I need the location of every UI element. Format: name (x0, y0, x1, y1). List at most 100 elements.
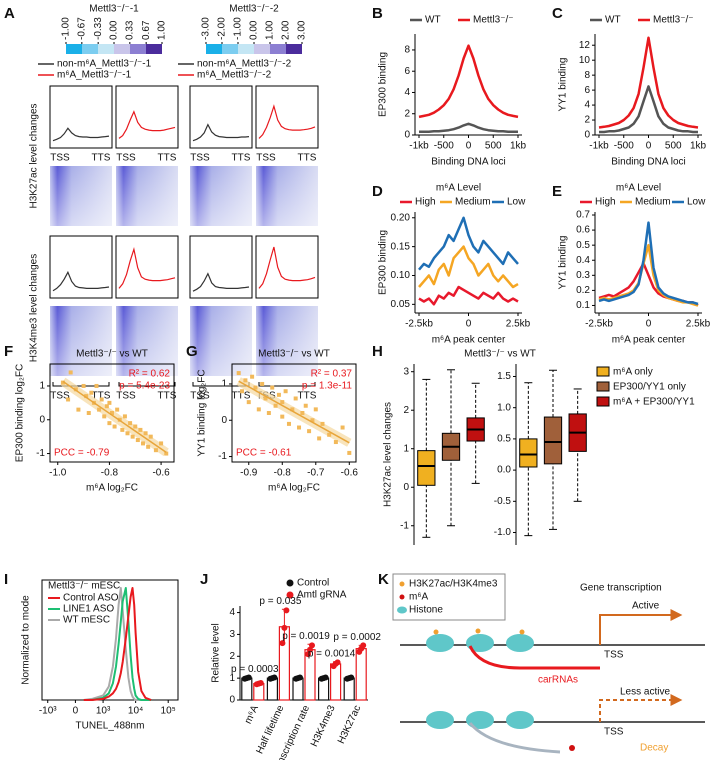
line-series (418, 216, 519, 271)
colorbar-cell (270, 44, 286, 54)
colorbar-title: Mettl3⁻/⁻-2 (229, 4, 279, 15)
x-label: TTS (158, 391, 177, 402)
fit-line (62, 380, 167, 454)
profile-frame (49, 85, 113, 149)
profile-line (258, 104, 316, 139)
y-tick-label: 1 (39, 381, 45, 392)
point (303, 403, 308, 408)
point (110, 411, 114, 415)
decaying-rna (468, 722, 561, 754)
colorbar-tick-label: 0.67 (141, 20, 152, 40)
point (273, 403, 278, 408)
y-tick-label: 0.0 (497, 465, 511, 476)
profile-frame (49, 235, 113, 299)
y-axis-label: Normalized to mode (21, 595, 32, 685)
colorbar-tick-label: 1.00 (157, 20, 168, 40)
colorbar-tick-label: -2.00 (217, 17, 228, 40)
bar (318, 677, 330, 701)
x-label: TSS (190, 391, 210, 402)
point (84, 394, 89, 399)
y-tick-label: 0.6 (576, 225, 590, 236)
annotation: p = 5.4e-23 (119, 381, 170, 392)
legend-swatch (286, 579, 294, 587)
heatmap-shade (50, 306, 112, 376)
point (73, 387, 78, 392)
point (307, 429, 312, 434)
panel-label: I (4, 571, 8, 588)
y-tick-label: 3 (403, 366, 409, 377)
p-value: p = 0.035 (259, 596, 301, 607)
heatmap-shade (256, 306, 318, 376)
panel-label: J (200, 571, 208, 588)
legend-label: High (415, 197, 436, 208)
colorbar-cell (222, 44, 238, 54)
point (243, 378, 248, 383)
histone (466, 634, 494, 652)
panel-label: K (378, 571, 389, 588)
x-tick-label: -0.9 (240, 468, 258, 479)
panel-label: G (186, 343, 198, 360)
point (256, 407, 261, 412)
p-value: p = 0.0014 (308, 648, 356, 659)
y-tick-label: 0 (404, 130, 410, 141)
legend-label: m⁶A only (613, 367, 653, 378)
x-label: TTS (232, 153, 251, 164)
legend-label: Control ASO (63, 593, 119, 604)
point (125, 431, 130, 436)
x-tick-label: 500 (665, 141, 682, 152)
colorbar-tick-label: 2.00 (281, 20, 292, 40)
x-axis-label: m⁶A log₂FC (86, 483, 138, 494)
line-series (598, 221, 699, 306)
histone (466, 711, 494, 729)
profile-line (258, 246, 316, 289)
x-tick-label: -0.7 (307, 468, 325, 479)
point (146, 444, 151, 449)
line-series (83, 587, 152, 701)
y-tick-label: 1.0 (497, 402, 511, 413)
bar (266, 677, 278, 701)
y-axis-label: H3K27ac level changes (383, 402, 394, 507)
pin-icon (399, 594, 405, 600)
x-tick-label: -0.8 (101, 468, 119, 479)
active-label: Active (632, 601, 660, 612)
colorbar-tick-label: 3.00 (297, 20, 308, 40)
x-tick-label: 0 (646, 319, 652, 330)
replicate-point (271, 674, 278, 681)
panel-label: A (4, 5, 15, 22)
y-tick-label: 0.5 (497, 434, 511, 445)
colorbar-tick-label: -1.00 (233, 17, 244, 40)
chart-title: m⁶A Level (436, 183, 481, 194)
legend-swatch (286, 591, 294, 599)
chart-title: Mettl3⁻/⁻ vs WT (464, 349, 536, 360)
x-axis-label: Binding DNA loci (611, 157, 685, 168)
legend-label: m⁶A_Mettl3⁻/⁻-2 (197, 70, 272, 81)
box (543, 416, 563, 465)
y-tick-label: 12 (579, 40, 591, 51)
point (99, 397, 104, 402)
colorbar-tick-label: 1.00 (265, 20, 276, 40)
x-axis-label: m⁶A peak center (432, 335, 506, 346)
profile-line (118, 246, 176, 289)
point (122, 414, 127, 419)
bar (355, 648, 367, 701)
point (159, 441, 164, 446)
plot-frame (41, 579, 179, 701)
point (133, 424, 138, 429)
x-tick-label: -0.8 (274, 468, 292, 479)
point (153, 448, 158, 453)
bar (292, 677, 304, 701)
x-label: TSS (190, 153, 210, 164)
point (236, 371, 241, 376)
legend-label: WT (425, 15, 441, 26)
point (317, 436, 322, 441)
box (417, 450, 436, 486)
y-axis-label: YY1 binding (558, 236, 569, 290)
x-tick-label: 1kb (510, 141, 527, 152)
colorbar-tick-label: 0.00 (249, 20, 260, 40)
panel-label: E (552, 183, 562, 200)
point (320, 421, 325, 426)
y-tick-label: 2 (404, 108, 410, 119)
y-tick-label: 0.2 (576, 285, 590, 296)
x-tick-label: 10³ (96, 706, 111, 717)
point (250, 374, 255, 379)
